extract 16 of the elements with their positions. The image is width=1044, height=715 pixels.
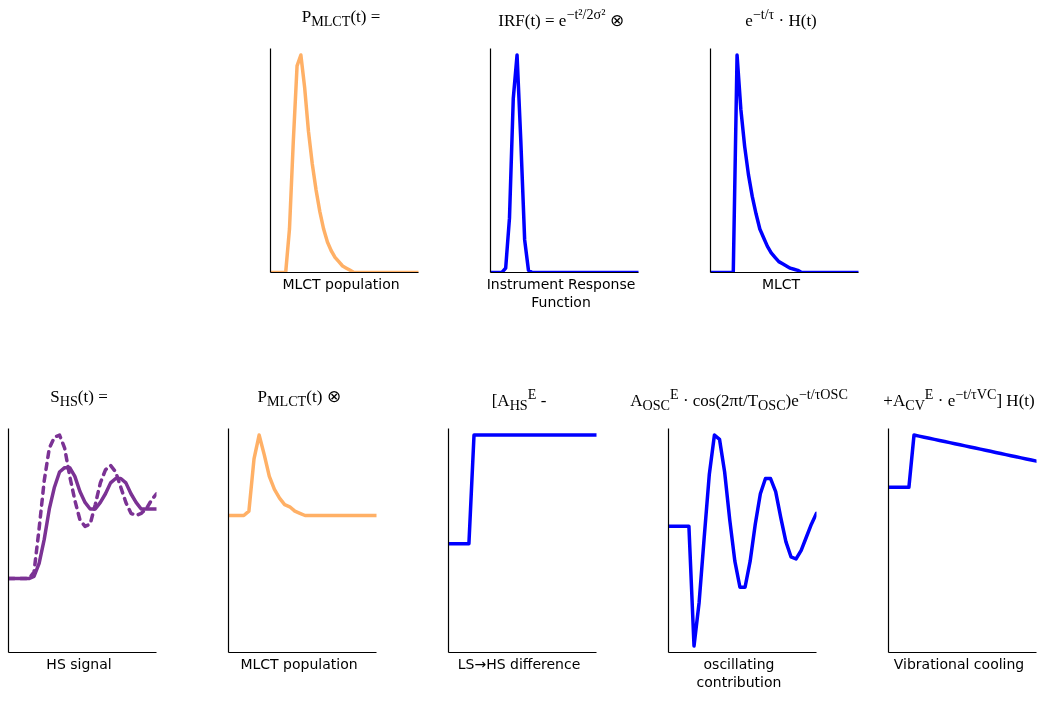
chart-title: +A$_{CV}$$^{E}$ · e$^{−t/τVC}$] H(t): [883, 386, 1035, 415]
x-axis-title: HS signal: [46, 656, 112, 674]
chart-title: P$_{MLCT}$(t) ⊗: [257, 386, 341, 412]
chart-title: [A$_{HS}$$^{E}$ -: [491, 386, 547, 415]
chart-title: IRF(t) = e$^{−t²/2σ²}$ ⊗: [498, 6, 624, 31]
chart-title: A$_{OSC}$$^{E}$ · cos(2πt/T$_{OSC}$)e$^{−t/τOSC}$: [630, 386, 848, 415]
x-axis-title: MLCT population: [282, 276, 400, 294]
x-axis-title: MLCT population: [240, 656, 358, 674]
x-axis-title: LS→HS difference: [457, 656, 581, 674]
chart-title: e$^{−t/τ}$ · H(t): [745, 6, 817, 31]
chart-title: S$_{HS}$(t) =: [50, 386, 108, 412]
x-axis-title: oscillating contribution: [695, 656, 783, 691]
chart-title: P$_{MLCT}$(t) =: [301, 6, 381, 32]
x-axis-title: Vibrational cooling: [893, 656, 1025, 674]
x-axis-title: Instrument Response Function: [485, 276, 637, 311]
x-axis-title: MLCT: [761, 276, 801, 294]
